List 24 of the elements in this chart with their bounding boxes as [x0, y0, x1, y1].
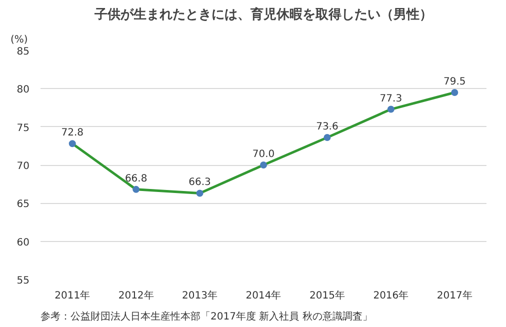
text: 73.6 [316, 122, 338, 133]
x-tick-label: 2014年 [246, 290, 282, 302]
chart-title: 子供が生まれたときには、育児休暇を取得したい（男性） [94, 6, 432, 22]
x-tick-label: 2015年 [309, 290, 345, 302]
text: 72.8 [61, 128, 84, 139]
text: 参考：公益財団法人日本生産性本部「2017年度 新入社員 秋の意識調査」 [40, 310, 372, 322]
y-tick-label: 85 [16, 46, 30, 58]
text: 77.3 [380, 93, 402, 104]
y-tick-label: 80 [16, 84, 30, 96]
text: 66.8 [124, 173, 148, 184]
text: 79.5 [444, 76, 466, 88]
text: 66.3 [188, 177, 211, 188]
x-tick-label: 2012年 [118, 290, 154, 302]
y-tick-label: 55 [16, 276, 30, 286]
y-tick-label: 70 [16, 161, 30, 172]
x-tick-label: 2013年 [182, 290, 218, 302]
y-tick-label: 75 [16, 122, 30, 134]
y-axis-title: (%) [10, 34, 28, 46]
y-tick-label: 65 [16, 199, 30, 210]
y-tick-label: 60 [16, 237, 30, 248]
x-tick-label: 2011年 [54, 290, 90, 302]
x-tick-label: 2017年 [436, 290, 472, 302]
text: 70.0 [252, 149, 275, 160]
x-tick-label: 2016年 [373, 290, 409, 302]
